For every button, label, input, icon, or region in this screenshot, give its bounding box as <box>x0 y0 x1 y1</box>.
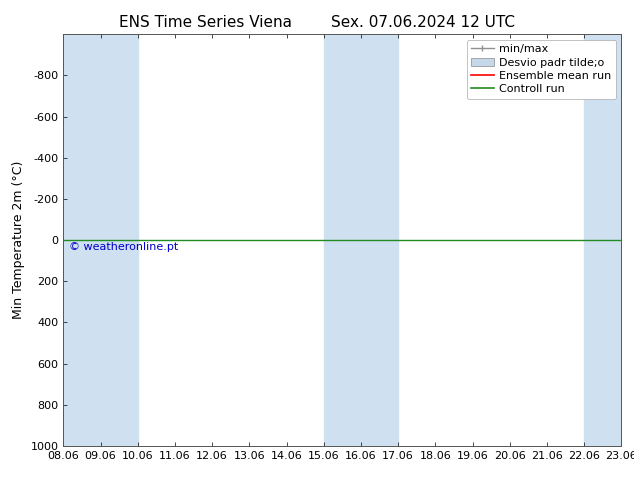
Y-axis label: Min Temperature 2m (°C): Min Temperature 2m (°C) <box>12 161 25 319</box>
Bar <box>63 34 101 446</box>
Text: © weatheronline.pt: © weatheronline.pt <box>69 242 178 252</box>
Bar <box>361 34 398 446</box>
Text: ENS Time Series Viena        Sex. 07.06.2024 12 UTC: ENS Time Series Viena Sex. 07.06.2024 12… <box>119 15 515 30</box>
Bar <box>584 34 621 446</box>
Legend: min/max, Desvio padr tilde;o, Ensemble mean run, Controll run: min/max, Desvio padr tilde;o, Ensemble m… <box>467 40 616 99</box>
Bar <box>101 34 138 446</box>
Bar <box>324 34 361 446</box>
